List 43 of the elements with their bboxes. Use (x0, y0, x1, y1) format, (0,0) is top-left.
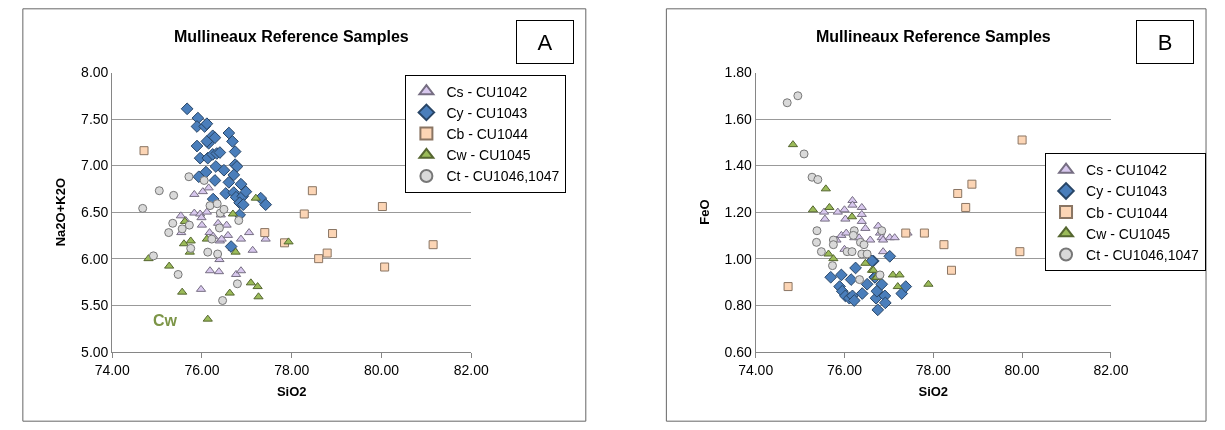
x-tick-label: 82.00 (453, 361, 489, 378)
legend-label: Cb - CU1044 (446, 126, 529, 143)
x-tick-label: 78.00 (274, 361, 310, 378)
legend-label: Ct - CU1046,1047 (1086, 246, 1200, 263)
legend-label: Cw - CU1045 (446, 147, 531, 164)
legend-label: Cs - CU1042 (446, 83, 528, 100)
y-tick-label: 8.00 (81, 64, 109, 81)
legend-label: Cw - CU1045 (1086, 225, 1171, 242)
x-tick-label: 80.00 (1004, 361, 1040, 378)
chart-title: Mullineaux Reference Samples (816, 28, 1051, 45)
legend-label: Ct - CU1046,1047 (446, 168, 560, 185)
x-tick-label: 78.00 (915, 361, 952, 378)
x-tick-label: 76.00 (184, 361, 220, 378)
x-tick-label: 82.00 (1093, 361, 1129, 378)
y-tick-label: 1.40 (724, 157, 753, 174)
y-tick-label: 1.00 (724, 250, 753, 267)
y-tick-label: 7.50 (81, 110, 109, 127)
x-axis-title: SiO2 (918, 384, 949, 400)
text: B (1157, 29, 1173, 55)
y-tick-label: 6.50 (81, 204, 109, 221)
y-tick-label: 6.00 (81, 250, 109, 267)
y-tick-label: 0.60 (724, 343, 753, 360)
y-tick-label: 5.00 (81, 343, 109, 360)
x-tick-label: 74.00 (94, 361, 130, 378)
annotation: Cw (153, 312, 178, 329)
y-tick-label: 1.80 (724, 64, 753, 81)
y-tick-label: 7.00 (81, 157, 109, 174)
x-tick-label: 74.00 (738, 361, 774, 378)
y-tick-label: 0.80 (724, 297, 753, 314)
y-tick-label: 5.50 (81, 297, 109, 314)
x-tick-label: 80.00 (363, 361, 400, 378)
y-axis-title: Na2O+K2O (53, 177, 69, 247)
x-axis-title: SiO2 (276, 384, 307, 400)
legend-label: Cy - CU1043 (1086, 183, 1168, 200)
x-tick-label: 76.00 (826, 361, 863, 378)
y-axis-title: FeO (696, 199, 712, 225)
legend-label: Cb - CU1044 (1086, 204, 1168, 221)
chart-title: Mullineaux Reference Samples (174, 28, 409, 45)
legend-label: Cy - CU1043 (446, 104, 528, 121)
y-tick-label: 1.20 (724, 204, 753, 221)
text: A (537, 29, 553, 55)
y-tick-label: 1.60 (724, 110, 753, 127)
legend-label: Cs - CU1042 (1086, 162, 1168, 179)
